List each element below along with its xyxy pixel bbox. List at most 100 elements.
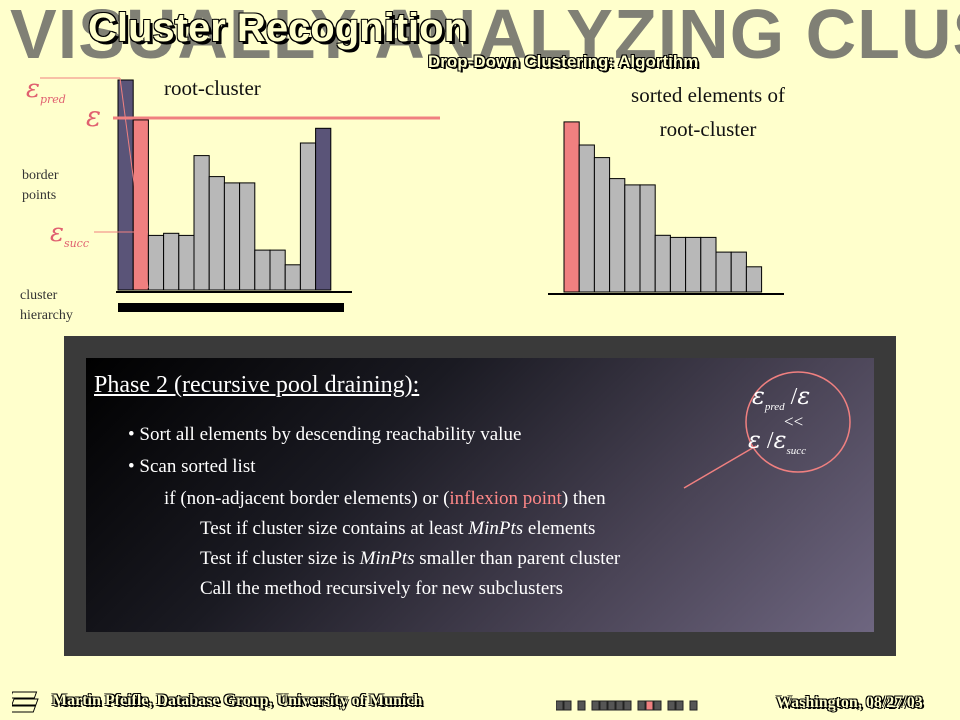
progress-cell: [645, 700, 654, 711]
eps-pred-sub: pred: [39, 93, 66, 107]
progress-cell: [577, 700, 586, 711]
right-bar-12: [730, 251, 747, 293]
left-bar-group: [117, 79, 332, 291]
border-points-line-1: border: [22, 168, 59, 183]
eps-pred-diagonal: [119, 77, 149, 289]
sorted-elements-line-2: root-cluster: [659, 117, 757, 141]
bullet-sort-text: Sort all elements by descending reachabi…: [139, 424, 522, 445]
if-line-post: ) then: [561, 488, 606, 509]
right-bar-13: [745, 266, 763, 293]
progress-cell: [675, 700, 684, 711]
right-bar-8: [669, 236, 687, 293]
root-cluster-label: root-cluster: [164, 76, 261, 100]
if-line-pre: if (non-adjacent border elements) or (: [164, 488, 450, 509]
left-bar-11: [269, 249, 286, 291]
rel-slash-1: /: [790, 384, 798, 410]
left-bar-2: [132, 119, 149, 291]
page-title: Cluster Recognition: [88, 6, 469, 50]
rel-succ-sub: succ: [786, 444, 806, 457]
test2-post: smaller than parent cluster: [414, 548, 621, 569]
slide-progress-indicator: [556, 700, 698, 711]
right-bar-4: [609, 178, 626, 293]
right-bar-11: [715, 251, 732, 293]
eps-succ-sub: succ: [63, 237, 90, 251]
cluster-hierarchy-line-1: cluster: [20, 288, 58, 303]
border-points-label: border points: [22, 166, 59, 206]
page-subtitle: Drop-Down Clustering: Algortihm: [428, 52, 699, 71]
rel-pred-sub: pred: [764, 400, 785, 413]
relation-much-less: <<: [784, 412, 804, 431]
eps-succ-symbol: ε: [50, 218, 64, 248]
progress-cell: [667, 700, 676, 711]
left-bar-13: [299, 142, 317, 291]
rel-eps-1: ε: [752, 382, 765, 410]
progress-cell: [637, 700, 646, 711]
left-bar-5: [178, 234, 195, 291]
test2-pre: Test if cluster size is: [200, 548, 360, 569]
left-bar-9: [239, 182, 256, 291]
books-logo-icon: [12, 691, 39, 713]
test1-post: elements: [523, 518, 596, 539]
progress-cell: [599, 700, 608, 711]
footer-location-date: Washington, 08/27/03: [776, 694, 923, 711]
phase-heading: Phase 2 (recursive pool draining):: [94, 372, 420, 398]
bullet-sort: • Sort all elements by descending reacha…: [128, 424, 522, 445]
progress-cell: [563, 700, 572, 711]
right-bar-10: [700, 236, 717, 293]
left-bar-7: [208, 176, 225, 291]
test1-minpts: MinPts: [468, 518, 524, 539]
eps-succ-label: εsucc: [50, 218, 89, 250]
progress-cell: [591, 700, 600, 711]
right-bar-3: [593, 157, 611, 293]
if-line: if (non-adjacent border elements) or (in…: [164, 488, 606, 510]
inflexion-point-text: inflexion point: [449, 488, 562, 509]
left-bar-3: [147, 234, 165, 291]
sorted-elements-label: sorted elements of root-cluster: [610, 78, 806, 146]
left-bar-1: [117, 79, 134, 291]
left-bar-6: [193, 155, 210, 291]
test2-minpts: MinPts: [359, 548, 415, 569]
rel-eps-3: ε: [748, 426, 761, 454]
cluster-hierarchy-line-2: hierarchy: [20, 308, 73, 323]
left-bar-10: [254, 249, 271, 291]
eps-pred-label: εpred: [26, 74, 66, 106]
footer-author: Martin Pfeifle, Database Group, Universi…: [52, 692, 423, 709]
cluster-hierarchy-bar: [118, 303, 344, 312]
left-bar-4: [163, 232, 180, 291]
bullet-scan: • Scan sorted list: [128, 456, 256, 477]
right-bar-group: [563, 121, 763, 293]
progress-cell: [556, 700, 564, 711]
right-bar-7: [654, 234, 671, 293]
right-bar-1: [563, 121, 580, 293]
test-parent-size-line: Test if cluster size is MinPts smaller t…: [200, 548, 620, 570]
left-bar-14: [315, 127, 332, 291]
bullet-scan-text: Scan sorted list: [139, 456, 256, 477]
right-bar-6: [639, 184, 656, 293]
right-bar-9: [685, 236, 702, 293]
eps-relation-annotation: εpred /ε << ε /εsucc: [748, 382, 848, 474]
left-bar-8: [223, 182, 241, 291]
cluster-hierarchy-label: cluster hierarchy: [20, 286, 73, 326]
algorithm-panel: Phase 2 (recursive pool draining): • Sor…: [86, 358, 874, 632]
progress-cell: [653, 700, 662, 711]
eps-pred-symbol: ε: [26, 74, 40, 104]
relation-line-1: εpred /ε: [752, 382, 810, 413]
test1-pre: Test if cluster size contains at least: [200, 518, 469, 539]
header-watermark: VISUALLY ANALYZING CLUSTER HIERARCHIES: [10, 0, 960, 73]
rel-eps-4: ε: [773, 426, 787, 454]
relation-line-2: ε /εsucc: [748, 426, 806, 457]
right-bar-2: [578, 144, 595, 293]
progress-cell: [615, 700, 624, 711]
progress-cell: [623, 700, 632, 711]
right-bar-5: [624, 184, 641, 293]
progress-cell: [607, 700, 616, 711]
rel-eps-2: ε: [797, 382, 811, 410]
rel-slash-2: /: [766, 428, 774, 454]
test-min-size-line: Test if cluster size contains at least M…: [200, 518, 595, 540]
eps-label: ε: [86, 100, 102, 133]
sorted-elements-line-1: sorted elements of: [631, 83, 785, 107]
diagram-canvas: [40, 77, 784, 312]
border-points-line-2: points: [22, 188, 57, 203]
left-bar-12: [284, 264, 301, 291]
recursive-call-line: Call the method recursively for new subc…: [200, 578, 564, 599]
